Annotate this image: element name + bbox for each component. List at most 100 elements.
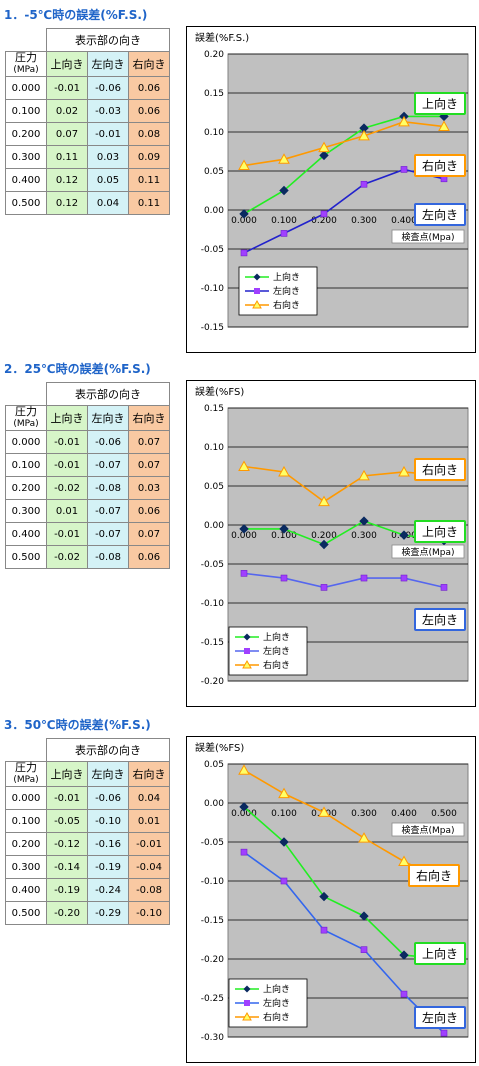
series-label-box xyxy=(414,942,466,965)
data-point xyxy=(239,802,249,812)
x-tick-label: 0.000 xyxy=(231,216,257,226)
x-axis-title: 検査点(Mpa) xyxy=(401,231,454,243)
table-cell: 0.100 xyxy=(5,809,47,833)
pressure-header: 圧力 (MPa) xyxy=(5,51,47,77)
table-cell: -0.20 xyxy=(46,901,88,925)
table-cell: 0.07 xyxy=(46,122,88,146)
column-header: 上向き xyxy=(46,51,88,77)
y-tick-label: -0.15 xyxy=(201,916,224,926)
pressure-header: 圧力 (MPa) xyxy=(5,405,47,431)
y-tick-label: -0.05 xyxy=(201,560,224,570)
data-point xyxy=(359,911,369,921)
table-cell: 0.06 xyxy=(128,76,170,100)
series-label-box xyxy=(414,520,466,543)
x-tick-label: 0.300 xyxy=(351,531,377,541)
section-title: 3．50℃時の誤差(%F.S.) xyxy=(4,718,151,732)
table-cell: 0.100 xyxy=(5,453,47,477)
legend-label: 上向き xyxy=(273,271,300,283)
x-tick-label: 0.400 xyxy=(391,216,417,226)
table-cell: 0.200 xyxy=(5,476,47,500)
legend-marker xyxy=(242,659,252,669)
data-point xyxy=(238,764,250,775)
table-cell: 0.06 xyxy=(128,545,170,569)
data-point xyxy=(318,495,330,507)
data-point xyxy=(358,129,370,141)
data-point xyxy=(279,185,289,196)
table-cell: 0.500 xyxy=(5,545,47,569)
table-row: 0.400 -0.01 -0.07 0.07 xyxy=(5,522,170,546)
data-point xyxy=(318,141,330,153)
data-point xyxy=(399,950,409,960)
y-tick-label: -0.10 xyxy=(201,877,225,887)
table-row: 0.000 -0.01 -0.06 0.07 xyxy=(5,430,170,454)
x-tick-label: 0.100 xyxy=(271,216,297,226)
table-cell: -0.06 xyxy=(87,76,129,100)
data-point xyxy=(360,946,368,953)
data-point xyxy=(359,516,369,526)
data-point xyxy=(358,832,370,843)
table-cell: -0.01 xyxy=(46,522,88,546)
table-cell: 0.04 xyxy=(128,786,170,810)
x-axis-title: 検査点(Mpa) xyxy=(401,824,454,836)
table-cell: 0.03 xyxy=(87,145,129,169)
x-tick-label: 0.200 xyxy=(311,531,337,541)
table-cell: -0.08 xyxy=(87,545,129,569)
y-tick-label: 0.15 xyxy=(204,89,224,99)
column-header: 上向き xyxy=(46,405,88,431)
data-point xyxy=(239,209,249,219)
y-tick-label: 0.05 xyxy=(204,760,224,770)
table-cell: 0.100 xyxy=(5,99,47,123)
table-cell: 0.12 xyxy=(46,191,88,215)
series-label: 上向き xyxy=(422,946,458,961)
table-cell: -0.24 xyxy=(87,878,129,902)
legend-label: 左向き xyxy=(273,285,300,297)
orientation-header: 表示部の向き xyxy=(46,382,170,406)
table-row: 0.500 -0.02 -0.08 0.06 xyxy=(5,545,170,569)
table-cell: -0.01 xyxy=(46,786,88,810)
pressure-label: 圧力 xyxy=(15,51,37,64)
y-tick-label: 0.15 xyxy=(204,404,224,414)
data-point xyxy=(319,891,329,902)
table-cell: 0.11 xyxy=(128,168,170,192)
table-cell: -0.01 xyxy=(46,430,88,454)
chart-svg: 0.20 0.15 0.10 0.05 0.00 -0.05 -0.10 -0.15 誤差(%F… xyxy=(195,31,469,333)
legend-marker xyxy=(252,299,262,309)
column-header: 右向き xyxy=(128,51,170,77)
x-tick-label: 0.200 xyxy=(311,216,337,226)
data-point xyxy=(240,249,248,257)
table-row: 0.200 -0.02 -0.08 0.03 xyxy=(5,476,170,500)
data-point xyxy=(398,465,410,477)
data-point xyxy=(278,153,290,164)
table-cell: 0.300 xyxy=(5,499,47,523)
legend-marker xyxy=(253,273,261,281)
series-line xyxy=(243,851,445,1034)
legend-marker xyxy=(242,1011,252,1021)
data-point xyxy=(398,855,410,866)
column-header: 左向き xyxy=(87,761,129,787)
table-cell: 0.03 xyxy=(128,476,170,500)
table-cell: 0.07 xyxy=(128,453,170,477)
table-row: 0.000 -0.01 -0.06 0.04 xyxy=(5,786,170,810)
series-label: 左向き xyxy=(422,1010,458,1025)
table-cell: -0.07 xyxy=(87,499,129,523)
table-cell: 0.400 xyxy=(5,168,47,192)
table-row: 0.300 0.01 -0.07 0.06 xyxy=(5,499,170,523)
data-point xyxy=(440,1029,448,1037)
error-chart: 0.05 0.00 -0.05 -0.10 -0.15 -0.20 -0.25 -0.30 誤差… xyxy=(186,736,476,1063)
section-50: 3．50℃時の誤差(%F.S.) 表示部の向き 圧力 (MPa) 上向き 左向き 右向き 0… xyxy=(0,710,479,1066)
series-label-box xyxy=(414,203,466,226)
table-cell: 0.06 xyxy=(128,499,170,523)
orientation-header: 表示部の向き xyxy=(46,738,170,762)
table-cell: 0.08 xyxy=(128,122,170,146)
series-label: 右向き xyxy=(416,868,452,883)
y-axis-title: 誤差(%F.S.) xyxy=(195,31,249,44)
chart-svg: 0.15 0.10 0.05 0.00 -0.05 -0.10 -0.15 -0.20 誤差(%… xyxy=(195,385,469,687)
data-point xyxy=(400,166,408,173)
data-point xyxy=(319,539,329,550)
table-row: 0.500 -0.20 -0.29 -0.10 xyxy=(5,901,170,925)
series-label: 左向き xyxy=(422,612,458,627)
data-point xyxy=(280,877,288,885)
table-row: 0.500 0.12 0.04 0.11 xyxy=(5,191,170,215)
table-row: 0.200 0.07 -0.01 0.08 xyxy=(5,122,170,146)
data-point xyxy=(280,230,288,237)
